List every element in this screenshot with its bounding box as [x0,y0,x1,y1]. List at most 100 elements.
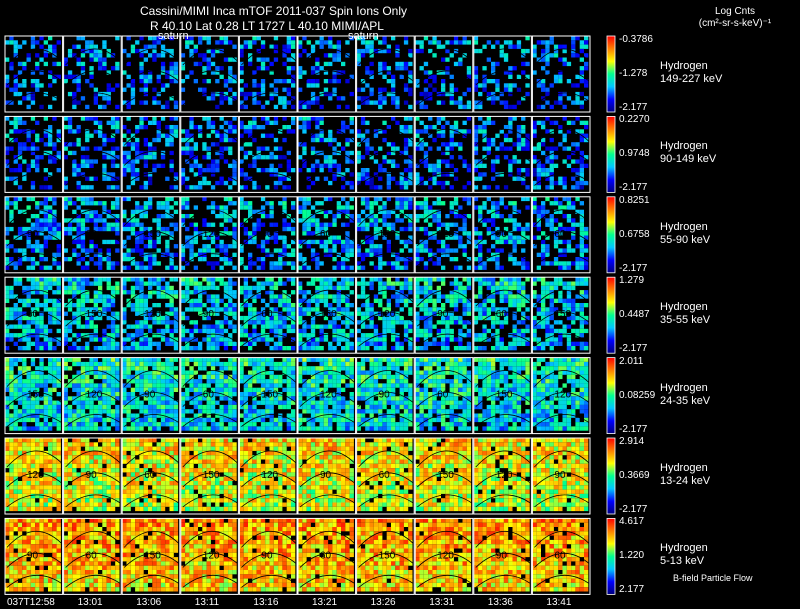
contour-line [6,92,62,106]
contour-label: 60 [437,390,449,401]
panel-border [4,437,64,515]
contour-label: 90 [27,550,39,561]
colorbar-tick-mid: 0.4487 [619,309,650,321]
contour-line [123,150,180,166]
contour-line [65,414,121,427]
panel-4-7: 60 [414,357,474,435]
panel-3-8: 60 [473,276,532,354]
panel-border [4,357,64,435]
contour-line [475,92,531,106]
panel-border [180,115,239,193]
panel-border [4,115,64,193]
contour-line [475,253,531,267]
panel-2-6: 150 [356,196,415,274]
contour-line [416,530,473,548]
contour-line [123,494,180,508]
contour-label: 150 [86,309,103,320]
contour-line [6,414,62,427]
contour-line [65,173,121,186]
panel-2-1: 60 [63,196,122,274]
contour-label: 90 [86,470,98,481]
row-2: 90 60 150 120 90 60 150 120 90 60 [4,196,616,274]
contour-label: 120 [203,229,220,240]
contour-line [241,231,297,247]
contour-line [475,472,531,488]
panel-border [238,35,298,113]
contour-label: 120 [437,550,454,561]
contour-line [6,253,62,267]
contour-line [358,414,414,427]
contour-line [182,48,238,66]
contour-line [123,48,180,66]
panel-border [531,196,591,274]
panel-border [180,276,239,354]
contour-line [416,494,473,508]
row-3: 60 150 120 90 60 150 120 90 60 150 [4,276,616,354]
panel-3-6: 120 [356,276,415,354]
contour-line [123,370,180,387]
contour-line [416,209,473,227]
panel-0-2 [121,35,181,113]
contour-line [416,70,473,86]
contour-line [6,128,62,146]
panel-border [356,115,415,193]
contour-label: 60 [27,309,39,320]
contour-line [534,530,590,548]
colorbar-tick-min: -2.177 [619,182,648,194]
panel-border [473,276,532,354]
contour-line [475,150,531,166]
panel-border [121,276,181,354]
panel-border [297,196,357,274]
panel-4-8: 150 [473,357,532,435]
panel-2-2: 150 [121,196,181,274]
contour-line [299,48,355,66]
contour-label: 90 [144,390,156,401]
panel-border [121,357,181,435]
contour-line [475,414,531,427]
row-label: Hydrogen 35-55 keV [660,301,710,327]
colorbar-tick-mid: -1.278 [619,68,648,79]
contour-line [358,289,414,307]
panel-4-3: 60 [180,357,239,435]
contour-line [534,370,590,387]
contour-line [475,70,531,86]
contour-line [241,209,297,227]
panel-1-8 [473,115,532,193]
contour-line [534,209,590,227]
panel-5-4: 120 [238,437,298,515]
contour-line [182,472,238,488]
contour-line [182,92,238,106]
colorbar-tick-mid: 0.3669 [619,470,650,481]
contour-line [358,530,414,548]
contour-line [299,575,355,588]
contour-label: 60 [86,229,98,240]
contour-line [123,128,180,146]
contour-line [6,530,62,548]
contour-line [534,92,590,106]
contour-label: 120 [144,309,161,320]
panel-border [4,517,64,595]
contour-line [475,311,531,327]
contour-label: 90 [496,229,508,240]
panel-border [414,437,474,515]
x-tick-label: 13:16 [253,597,279,608]
x-tick-label: 13:36 [487,597,513,608]
panel-5-9: 90 [531,437,591,515]
panel-border [531,35,591,113]
contour-line [358,92,414,106]
panel-6-3: 120 [180,517,239,595]
row-0 [4,35,616,113]
panel-1-2 [121,115,181,193]
contour-line [475,333,531,347]
contour-line [6,333,62,347]
contour-line [6,450,62,468]
contour-line [299,253,355,267]
contour-line [299,414,355,427]
contour-line [534,150,590,166]
panel-4-9: 120 [531,357,591,435]
contour-line [182,253,238,267]
contour-line [475,128,531,146]
contour-label: 120 [261,470,278,481]
contour-line [358,333,414,347]
